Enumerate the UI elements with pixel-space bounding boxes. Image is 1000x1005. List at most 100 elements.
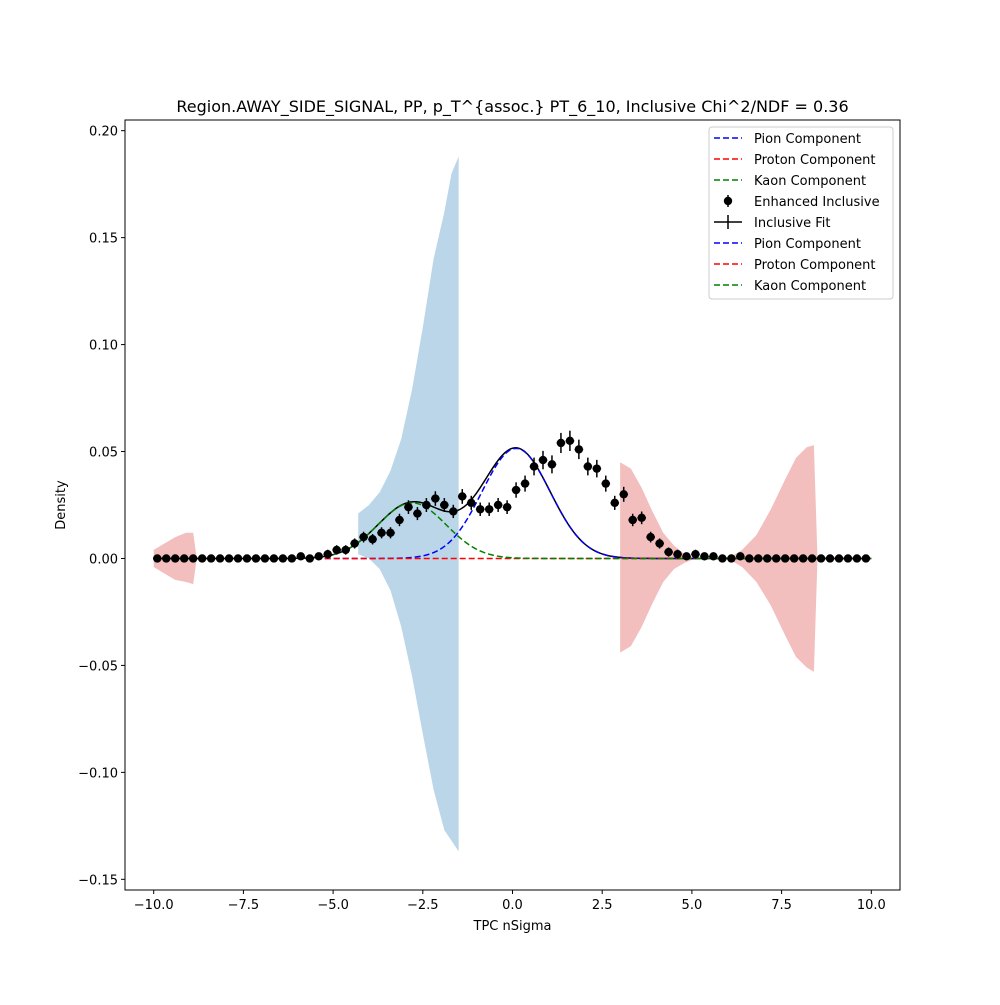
data-point xyxy=(484,502,494,517)
data-point xyxy=(529,457,539,476)
y-tick-label: 0.10 xyxy=(89,339,118,354)
data-point xyxy=(413,507,422,521)
data-point xyxy=(152,554,162,563)
data-point xyxy=(475,502,485,517)
data-point xyxy=(745,554,754,563)
legend-entry: Proton Component xyxy=(714,258,876,273)
data-point xyxy=(359,531,368,543)
legend-entry: Pion Component xyxy=(714,132,861,147)
data-point xyxy=(771,554,781,563)
data-point xyxy=(502,500,512,514)
data-point xyxy=(233,554,243,563)
data-point xyxy=(431,491,440,506)
data-point xyxy=(753,554,763,563)
legend-entry: Enhanced Inclusive xyxy=(723,195,880,210)
data-point xyxy=(242,554,252,563)
data-point xyxy=(448,504,458,519)
data-point xyxy=(260,554,270,563)
data-point xyxy=(197,554,207,563)
legend-label: Proton Component xyxy=(754,258,876,273)
y-tick-label: 0.20 xyxy=(89,125,118,140)
data-point xyxy=(493,498,503,512)
data-point xyxy=(224,554,234,563)
data-point xyxy=(789,554,799,563)
y-tick-label: 0.00 xyxy=(89,552,118,567)
y-tick-label: −0.10 xyxy=(78,766,118,781)
y-tick-label: −0.15 xyxy=(78,873,118,888)
legend-label: Inclusive Fit xyxy=(754,216,831,231)
data-point xyxy=(601,475,611,492)
legend-entry: Inclusive Fit xyxy=(714,215,831,231)
data-point xyxy=(736,552,745,561)
data-point xyxy=(188,554,198,563)
legend-label: Enhanced Inclusive xyxy=(754,195,880,210)
data-point xyxy=(574,439,584,460)
chart-title: Region.AWAY_SIDE_SIGNAL, PP, p_T^{assoc.… xyxy=(176,97,848,117)
data-point xyxy=(610,495,620,510)
data-point xyxy=(718,554,727,563)
data-point xyxy=(628,513,638,527)
data-point xyxy=(727,554,736,563)
data-point xyxy=(269,554,279,563)
data-point xyxy=(709,552,718,561)
data-point xyxy=(440,498,449,512)
data-point xyxy=(700,552,709,561)
x-tick-label: 2.5 xyxy=(592,898,613,913)
x-tick-label: 7.5 xyxy=(771,898,792,913)
x-tick-label: 5.0 xyxy=(682,898,703,913)
legend-label: Proton Component xyxy=(754,153,876,168)
data-point xyxy=(565,430,575,451)
data-point xyxy=(323,549,333,559)
data-point xyxy=(843,554,853,563)
legend-marker xyxy=(723,196,733,206)
data-point xyxy=(179,554,189,563)
x-tick-label: −7.5 xyxy=(228,898,260,913)
data-point xyxy=(762,554,772,563)
data-point xyxy=(332,545,341,555)
data-point xyxy=(646,531,655,543)
data-point xyxy=(619,486,629,502)
data-point xyxy=(556,432,566,454)
data-point xyxy=(161,554,171,563)
data-point xyxy=(314,552,324,561)
uncertainty-band-3 xyxy=(620,462,696,653)
data-point xyxy=(852,554,862,563)
legend-label: Kaon Component xyxy=(754,279,866,294)
y-tick-label: 0.05 xyxy=(89,446,118,461)
legend-entries: Pion Component Proton Component Kaon Compo… xyxy=(714,132,880,294)
data-point xyxy=(825,554,835,563)
legend-box xyxy=(708,126,894,300)
legend-label: Pion Component xyxy=(754,132,861,147)
data-point xyxy=(592,459,602,478)
x-tick-label: −10.0 xyxy=(134,898,174,913)
data-point xyxy=(215,554,225,563)
data-point xyxy=(341,545,350,555)
data-point xyxy=(511,482,521,498)
data-point xyxy=(296,552,306,561)
data-point xyxy=(278,554,288,563)
data-point xyxy=(466,495,476,510)
data-point xyxy=(673,549,682,559)
data-point xyxy=(682,552,691,561)
data-point xyxy=(807,554,817,563)
y-axis: −0.15 −0.10 −0.05 0.00 0.05 0.10 0.15 0.20 xyxy=(78,125,125,888)
data-point xyxy=(538,450,548,470)
x-axis: −10.0 −7.5 −5.0 −2.5 0.0 2.5 5.0 7.5 10.0 xyxy=(134,890,886,913)
data-point xyxy=(664,547,673,557)
legend-label: Kaon Component xyxy=(754,174,866,189)
data-point xyxy=(251,554,261,563)
data-point xyxy=(422,498,431,512)
data-point xyxy=(170,554,180,563)
x-tick-label: −5.0 xyxy=(317,898,349,913)
x-tick-label: 10.0 xyxy=(857,898,886,913)
legend-entry: Kaon Component xyxy=(714,174,866,189)
data-point xyxy=(206,554,216,563)
data-point xyxy=(386,527,395,539)
data-point xyxy=(637,511,646,525)
legend-entry: Kaon Component xyxy=(714,279,866,294)
y-tick-label: 0.15 xyxy=(89,232,118,247)
data-point xyxy=(780,554,790,563)
data-point xyxy=(861,554,871,563)
